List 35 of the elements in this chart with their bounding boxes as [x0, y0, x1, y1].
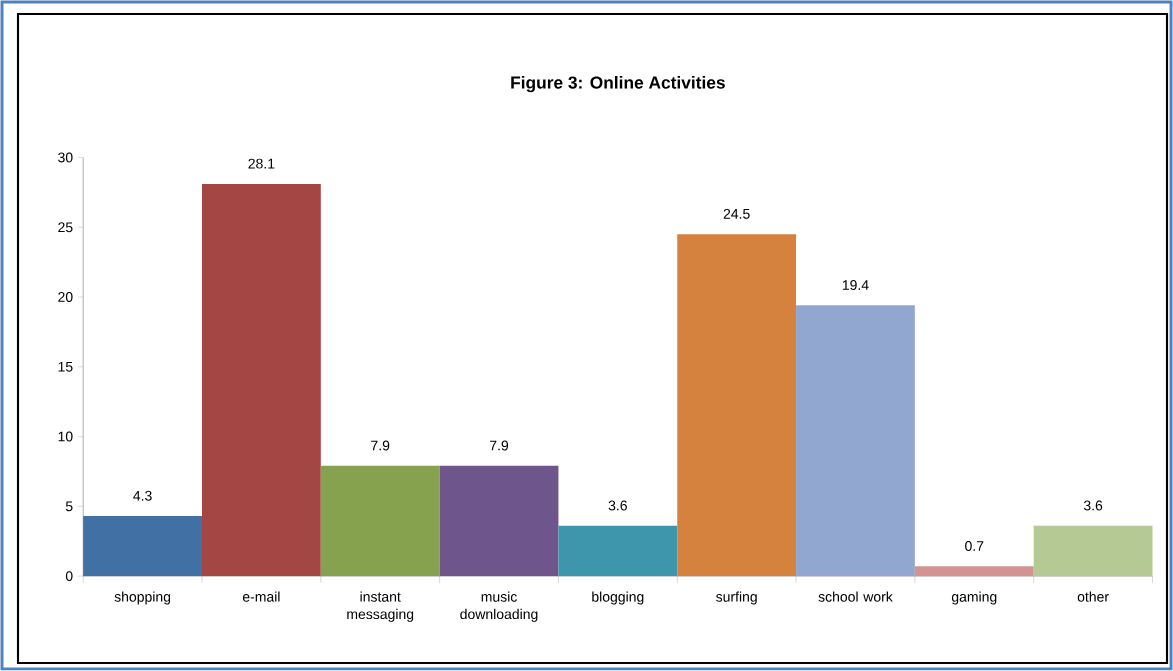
data-label: 7.9: [490, 440, 509, 451]
data-label: 19.4: [842, 280, 869, 290]
data-label: 4.3: [133, 490, 152, 501]
data-label: 24.5: [723, 208, 750, 219]
data-label: 7.9: [371, 440, 390, 451]
x-tick-label: instant messaging: [347, 591, 414, 622]
bar: [201, 183, 321, 577]
bar: [1033, 525, 1153, 577]
y-tick-label: 5: [65, 501, 73, 512]
bar: [83, 516, 202, 577]
bar: [558, 525, 678, 577]
bar: [796, 305, 915, 577]
x-tick-label: blogging: [592, 591, 644, 605]
bar: [439, 465, 559, 577]
x-tick-label: music downloading: [460, 591, 538, 622]
y-tick-label: 20: [58, 292, 73, 302]
x-tick-label: surfing: [716, 591, 757, 605]
x-tick-label: shopping: [114, 591, 171, 605]
bar: [677, 234, 797, 577]
data-label: 0.7: [965, 541, 984, 551]
x-tick-label: gaming: [951, 591, 997, 605]
data-label: 28.1: [248, 158, 275, 169]
x-tick-label: e-mail: [242, 591, 280, 602]
bar: [320, 465, 440, 577]
bar: [914, 566, 1034, 577]
y-tick-label: 10: [58, 431, 73, 442]
data-label: 3.6: [608, 500, 627, 511]
y-tick-label: 30: [58, 152, 73, 163]
x-tick-label: other: [1077, 591, 1109, 602]
y-tick-label: 0: [65, 571, 73, 582]
y-tick-label: 15: [58, 361, 73, 372]
chart-title: Figure 3: Online Activities: [511, 75, 725, 93]
data-label: 3.6: [1083, 500, 1103, 511]
y-tick-label: 25: [58, 222, 73, 233]
x-tick-label: school work: [818, 591, 893, 602]
